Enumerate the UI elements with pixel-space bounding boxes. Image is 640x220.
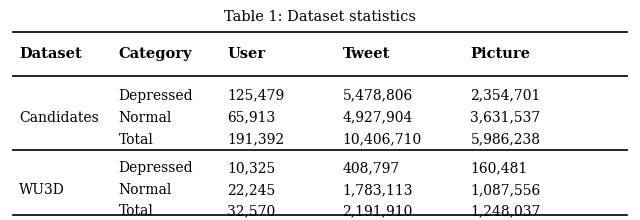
Text: WU3D: WU3D	[19, 183, 65, 197]
Text: User: User	[227, 47, 266, 61]
Text: Normal: Normal	[118, 111, 172, 125]
Text: 5,986,238: 5,986,238	[470, 133, 540, 147]
Text: 4,927,904: 4,927,904	[342, 111, 413, 125]
Text: 125,479: 125,479	[227, 89, 284, 103]
Text: 65,913: 65,913	[227, 111, 275, 125]
Text: 2,191,910: 2,191,910	[342, 204, 413, 218]
Text: Depressed: Depressed	[118, 161, 193, 175]
Text: 3,631,537: 3,631,537	[470, 111, 541, 125]
Text: 1,248,037: 1,248,037	[470, 204, 541, 218]
Text: Table 1: Dataset statistics: Table 1: Dataset statistics	[224, 10, 416, 24]
Text: Candidates: Candidates	[19, 111, 99, 125]
Text: 408,797: 408,797	[342, 161, 399, 175]
Text: 22,245: 22,245	[227, 183, 275, 197]
Text: 2,354,701: 2,354,701	[470, 89, 541, 103]
Text: Depressed: Depressed	[118, 89, 193, 103]
Text: 10,406,710: 10,406,710	[342, 133, 422, 147]
Text: Dataset: Dataset	[19, 47, 82, 61]
Text: 1,783,113: 1,783,113	[342, 183, 413, 197]
Text: 191,392: 191,392	[227, 133, 284, 147]
Text: 5,478,806: 5,478,806	[342, 89, 413, 103]
Text: 10,325: 10,325	[227, 161, 275, 175]
Text: Normal: Normal	[118, 183, 172, 197]
Text: 1,087,556: 1,087,556	[470, 183, 541, 197]
Text: Tweet: Tweet	[342, 47, 390, 61]
Text: Total: Total	[118, 133, 153, 147]
Text: Picture: Picture	[470, 47, 531, 61]
Text: Category: Category	[118, 47, 192, 61]
Text: Total: Total	[118, 204, 153, 218]
Text: 32,570: 32,570	[227, 204, 275, 218]
Text: 160,481: 160,481	[470, 161, 527, 175]
